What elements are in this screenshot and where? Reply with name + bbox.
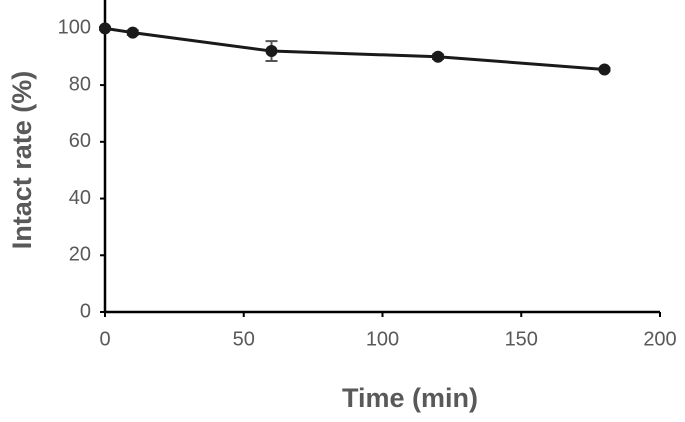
x-tick-label: 50 (233, 328, 255, 350)
data-point (432, 50, 444, 63)
y-tick-label: 20 (69, 244, 91, 266)
x-tick-label: 100 (366, 328, 399, 350)
data-point (598, 63, 611, 76)
y-axis-title: Intact rate (%) (7, 71, 37, 250)
x-tick-label: 150 (505, 328, 538, 350)
y-tick-label: 40 (69, 187, 91, 209)
data-point (126, 26, 139, 39)
data-point (265, 45, 278, 58)
y-tick-label: 100 (58, 17, 91, 39)
y-tick-label: 60 (69, 130, 91, 152)
series-line (104, 26, 605, 71)
y-tick-label: 0 (80, 300, 91, 322)
data-point (99, 22, 111, 35)
x-tick-label: 0 (99, 328, 110, 350)
x-axis-title: Time (min) (342, 383, 478, 413)
x-tick-label: 200 (643, 328, 676, 350)
y-tick-label: 80 (69, 73, 91, 95)
